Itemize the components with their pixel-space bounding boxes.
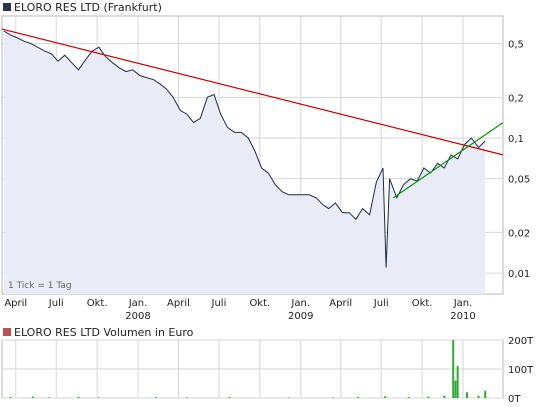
price-x-tick-label: Jan. (453, 298, 473, 309)
price-x-tick-label: April (4, 298, 27, 309)
price-x-tick-label: Okt. (249, 298, 270, 309)
price-y-tick-label: 0,05 (508, 175, 530, 186)
price-y-tick-label: 0,01 (508, 269, 530, 280)
volume-bar (427, 396, 430, 398)
price-x-tick-label: April (167, 298, 190, 309)
trend-line-down (1, 28, 504, 156)
volume-bar (443, 395, 446, 398)
volume-grid (2, 339, 503, 399)
volume-legend-label: ELORO RES LTD Volumen in Euro (14, 326, 194, 339)
price-x-year-label: 2008 (125, 311, 150, 322)
volume-bar (185, 397, 188, 398)
price-x-tick-label: Okt. (87, 298, 108, 309)
price-legend-label: ELORO RES LTD (Frankfurt) (14, 1, 162, 14)
trend-line-up (392, 122, 504, 199)
volume-y-axis: 200T 100T 0T (508, 336, 534, 405)
volume-bar (477, 395, 480, 398)
price-x-tick-label: Juli (48, 298, 64, 309)
price-area (3, 31, 486, 294)
volume-bar (48, 397, 51, 398)
volume-bar (154, 397, 157, 398)
volume-bar (357, 396, 360, 398)
volume-bar (228, 397, 231, 398)
volume-bar (465, 392, 468, 398)
volume-bar (97, 397, 100, 398)
price-y-tick-label: 0,5 (508, 40, 524, 51)
price-x-tick-label: April (329, 298, 352, 309)
volume-bar (456, 366, 459, 398)
volume-bar (454, 380, 457, 398)
volume-bar (9, 397, 12, 398)
price-legend-swatch (3, 3, 11, 11)
price-y-axis: 0,5 0,2 0,1 0,05 0,02 0,01 (508, 40, 530, 281)
price-x-tick-label: Okt. (412, 298, 433, 309)
volume-bar (452, 340, 455, 398)
volume-y-tick-label: 100T (508, 365, 534, 376)
price-x-tick-label: Jan. (290, 298, 310, 309)
tick-note: 1 Tick = 1 Tag (8, 281, 72, 291)
volume-bar (332, 397, 335, 398)
volume-y-tick-label: 200T (508, 336, 534, 347)
price-y-tick-label: 0,02 (508, 228, 530, 239)
price-x-tick-label: Juli (211, 298, 227, 309)
price-y-tick-label: 0,1 (508, 134, 524, 145)
trend-lines (1, 28, 504, 199)
volume-legend-swatch (3, 328, 11, 336)
volume-y-tick-label: 0T (508, 394, 521, 405)
volume-bars (9, 340, 487, 398)
price-x-axis: April Juli Okt. Jan. 2008 April Juli Okt. Jan. 20… (4, 298, 475, 322)
price-x-year-label: 2009 (288, 311, 313, 322)
price-x-tick-label: Jan. (128, 298, 148, 309)
price-line (3, 30, 486, 268)
volume-bar (77, 396, 80, 398)
volume-bar (484, 390, 487, 398)
volume-bar (384, 396, 387, 398)
volume-bar (407, 397, 410, 398)
price-x-year-label: 2010 (450, 311, 475, 322)
volume-bar (287, 397, 290, 398)
price-x-tick-label: Juli (373, 298, 389, 309)
price-y-tick-label: 0,2 (508, 93, 524, 104)
volume-bar (32, 396, 35, 398)
